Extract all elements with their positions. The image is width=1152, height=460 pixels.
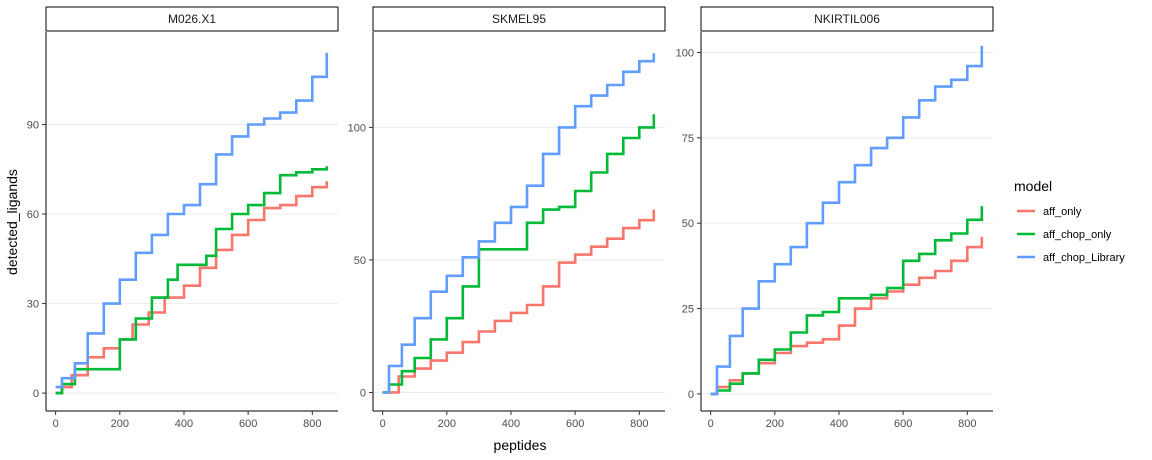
x-tick-label: 600 bbox=[894, 418, 912, 430]
facet-strip bbox=[700, 6, 994, 32]
series-line-aff_only bbox=[710, 236, 984, 396]
facet-title: M026.X1 bbox=[168, 12, 216, 26]
facet-title: SKMEL95 bbox=[492, 12, 546, 26]
series-line-aff_only bbox=[382, 209, 656, 394]
y-axis-label: detected_ligands bbox=[4, 169, 20, 275]
facet-strip bbox=[372, 6, 666, 32]
y-tick-label: 50 bbox=[354, 255, 366, 267]
y-tick-label: 30 bbox=[27, 299, 39, 311]
x-tick-label: 400 bbox=[502, 418, 520, 430]
x-tick-label: 400 bbox=[175, 418, 193, 430]
y-tick-label: 0 bbox=[360, 387, 366, 399]
x-tick-label: 0 bbox=[708, 418, 714, 430]
x-tick-label: 200 bbox=[766, 418, 784, 430]
series-line-aff_chop_Library bbox=[710, 45, 984, 396]
x-tick-label: 600 bbox=[566, 418, 584, 430]
y-tick-label: 90 bbox=[27, 120, 39, 132]
x-tick-label: 0 bbox=[380, 418, 386, 430]
y-tick-label: 100 bbox=[676, 47, 694, 59]
facet-panel: NKIRTIL006 0 25 50 75 100 0 200 400 600 800 bbox=[676, 6, 994, 430]
x-tick-label: 800 bbox=[630, 418, 648, 430]
legend-label: aff_chop_only bbox=[1043, 229, 1112, 241]
facet-title: NKIRTIL006 bbox=[814, 12, 880, 26]
legend: model aff_only aff_chop_only aff_chop_Libr… bbox=[1014, 178, 1125, 264]
y-tick-label: 50 bbox=[682, 218, 694, 230]
x-tick-label: 600 bbox=[239, 418, 257, 430]
y-tick-label: 75 bbox=[682, 133, 694, 145]
y-tick-label: 100 bbox=[348, 122, 366, 134]
x-tick-label: 200 bbox=[111, 418, 129, 430]
legend-label: aff_only bbox=[1043, 206, 1082, 218]
y-tick-label: 0 bbox=[688, 389, 694, 401]
x-axis-label: peptides bbox=[494, 437, 547, 453]
facet-panel: SKMEL95 0 50 100 0 200 400 600 800 bbox=[348, 6, 666, 430]
x-tick-label: 0 bbox=[53, 418, 59, 430]
x-tick-label: 200 bbox=[438, 418, 456, 430]
facet-panels: M026.X1 0 30 60 90 0 200 400 600 800 SKMEL95 0 50 100… bbox=[27, 6, 994, 430]
legend-title: model bbox=[1014, 178, 1052, 194]
series-line-aff_chop_only bbox=[55, 166, 329, 395]
legend-label: aff_chop_Library bbox=[1043, 252, 1125, 264]
series-line-aff_chop_only bbox=[710, 206, 984, 396]
x-tick-label: 400 bbox=[830, 418, 848, 430]
y-tick-label: 0 bbox=[33, 388, 39, 400]
facet-panel: M026.X1 0 30 60 90 0 200 400 600 800 bbox=[27, 6, 339, 430]
y-tick-label: 60 bbox=[27, 209, 39, 221]
series-line-aff_chop_Library bbox=[382, 53, 656, 394]
x-tick-label: 800 bbox=[958, 418, 976, 430]
series-line-aff_only bbox=[55, 181, 329, 395]
x-tick-label: 800 bbox=[303, 418, 321, 430]
series-line-aff_chop_only bbox=[382, 114, 656, 394]
y-tick-label: 25 bbox=[682, 304, 694, 316]
facet-strip bbox=[45, 6, 339, 32]
series-line-aff_chop_Library bbox=[55, 52, 329, 389]
